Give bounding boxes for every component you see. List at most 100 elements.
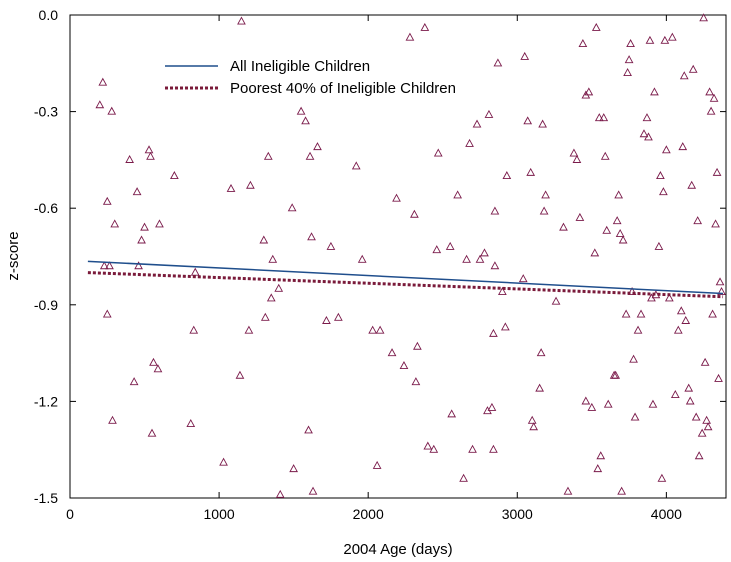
data-point <box>602 225 612 234</box>
data-point <box>260 312 270 321</box>
data-point <box>645 35 655 44</box>
data-point <box>523 116 533 125</box>
data-point <box>489 444 498 453</box>
data-point <box>621 309 631 318</box>
data-point <box>487 402 497 411</box>
trend-lines <box>87 260 724 299</box>
data-point <box>708 309 717 318</box>
data-point <box>334 312 343 321</box>
data-point <box>266 293 276 302</box>
x-axis: 0 1000 2000 3000 4000 <box>66 15 682 522</box>
data-point <box>351 161 361 170</box>
data-point <box>170 171 179 180</box>
data-point <box>600 151 610 160</box>
data-point <box>702 415 711 424</box>
data-point <box>445 241 455 250</box>
data-point <box>662 145 671 154</box>
data-point <box>489 328 498 337</box>
data-point <box>420 22 430 31</box>
data-points <box>95 13 726 498</box>
data-point <box>626 39 635 48</box>
data-point <box>596 451 606 460</box>
data-point <box>190 267 200 276</box>
data-point <box>591 22 601 31</box>
data-point <box>498 286 507 295</box>
data-point <box>502 171 512 180</box>
data-point <box>259 235 269 244</box>
data-point <box>98 77 108 86</box>
data-point <box>490 206 500 215</box>
data-point <box>615 229 625 238</box>
data-point <box>275 489 285 498</box>
data-point <box>578 39 588 48</box>
data-point <box>322 315 331 324</box>
data-point <box>405 32 415 41</box>
x-tick-label: 2000 <box>353 506 384 522</box>
data-point <box>584 87 594 96</box>
data-point <box>633 325 643 334</box>
data-point <box>399 361 409 370</box>
data-point <box>387 348 397 357</box>
data-point <box>705 87 714 96</box>
data-point <box>372 460 382 469</box>
data-point <box>630 412 640 421</box>
data-point <box>410 209 419 218</box>
data-point <box>493 58 503 67</box>
data-point <box>563 486 573 495</box>
x-tick-label: 0 <box>66 506 74 522</box>
data-point <box>685 396 695 405</box>
data-point <box>137 235 146 244</box>
x-tick-label: 4000 <box>651 506 682 522</box>
series-line-poorest <box>87 271 724 299</box>
data-point <box>147 428 157 437</box>
data-point <box>715 277 725 286</box>
data-point <box>590 248 600 257</box>
data-point <box>581 396 591 405</box>
data-point <box>149 357 158 366</box>
data-point <box>693 216 703 225</box>
data-point <box>541 190 550 199</box>
data-point <box>657 473 667 482</box>
data-point <box>326 241 336 250</box>
data-point <box>144 145 154 154</box>
data-point <box>569 148 579 157</box>
y-tick-label: -0.9 <box>34 297 58 313</box>
data-point <box>146 151 155 160</box>
data-point <box>639 129 649 138</box>
y-axis: 0.0 -0.3 -0.6 -0.9 -1.2 -1.5 <box>34 7 726 506</box>
data-point <box>535 383 544 392</box>
data-point <box>536 348 546 357</box>
data-point <box>688 64 698 73</box>
data-point <box>429 444 439 453</box>
data-point <box>656 171 665 180</box>
data-point <box>623 68 632 77</box>
data-point <box>107 106 117 115</box>
data-point <box>518 274 528 283</box>
data-point <box>660 35 670 44</box>
data-point <box>644 132 653 141</box>
y-tick-label: -1.5 <box>34 490 58 506</box>
data-point <box>599 113 609 122</box>
data-point <box>594 113 604 122</box>
data-point <box>684 383 694 392</box>
data-point <box>709 93 719 102</box>
data-point <box>650 87 659 96</box>
data-point <box>636 309 646 318</box>
data-point <box>618 235 628 244</box>
data-point <box>654 241 664 250</box>
x-axis-title: 2004 Age (days) <box>343 541 452 558</box>
data-point <box>575 212 585 221</box>
data-point <box>500 322 510 331</box>
data-point <box>712 167 722 176</box>
data-point <box>189 325 199 334</box>
data-point <box>462 254 471 263</box>
y-tick-label: -0.3 <box>34 104 58 120</box>
data-point <box>490 261 500 270</box>
data-point <box>484 109 494 118</box>
data-point <box>459 473 468 482</box>
y-tick-label: -1.2 <box>34 393 58 409</box>
data-point <box>129 377 139 386</box>
data-point <box>559 222 568 231</box>
data-point <box>475 254 485 263</box>
data-point <box>313 142 322 151</box>
